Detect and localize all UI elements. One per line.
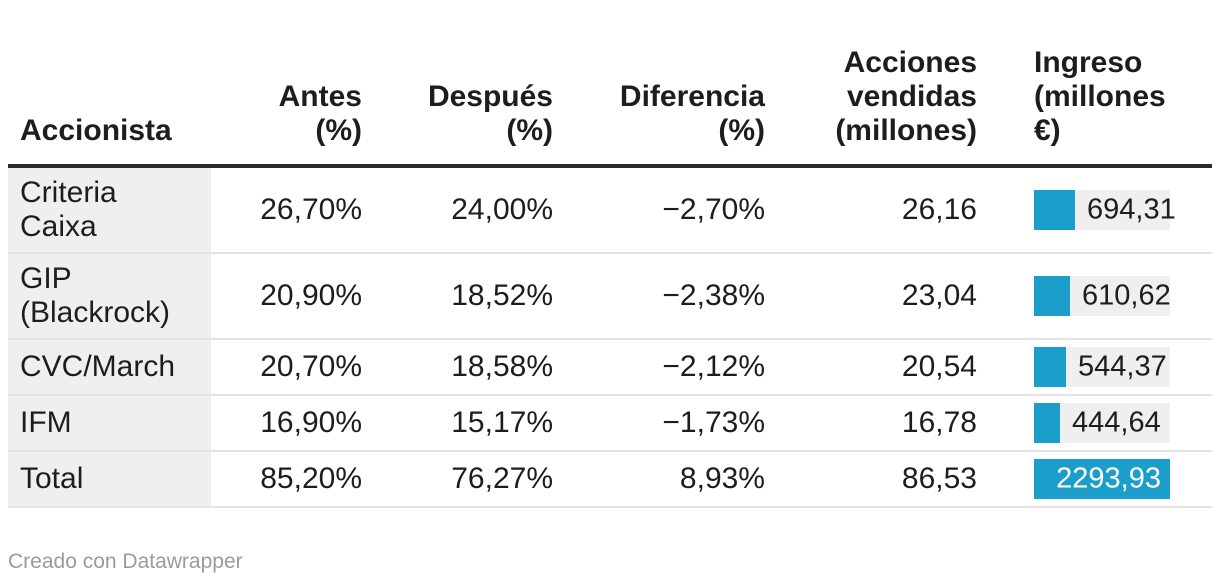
cell-acciones: 26,16 (901, 193, 977, 226)
cell-acciones: 16,78 (901, 406, 977, 439)
cell-diferencia: −2,70% (662, 193, 765, 226)
cell-diferencia: −2,38% (662, 279, 765, 312)
table-row: IFM 16,90% 15,17% −1,73% 16,78 444,64 (8, 396, 1212, 452)
ingreso-bar-label: 694,31 (1087, 193, 1176, 226)
cell-diferencia: 8,93% (679, 462, 765, 495)
cell-acciones: 23,04 (901, 279, 977, 312)
cell-ingreso: 2293,93 (977, 452, 1212, 506)
ingreso-bar (1034, 190, 1076, 230)
ingreso-bar (1034, 276, 1071, 316)
header-despues: Después (%) (427, 80, 553, 147)
table-row: Total 85,20% 76,27% 8,93% 86,53 2293,93 (8, 452, 1212, 508)
attribution-link[interactable]: Creado con Datawrapper (8, 550, 243, 573)
ingreso-bar-track: 694,31 (1034, 190, 1176, 230)
cell-antes: 20,90% (260, 279, 362, 312)
ingreso-bar-track: 2293,93 (1034, 459, 1170, 499)
cell-ingreso: 444,64 (977, 396, 1212, 450)
header-diferencia: Diferencia (%) (619, 80, 765, 147)
ingreso-bar-label: 2293,93 (1056, 462, 1161, 495)
cell-ingreso: 610,62 (977, 254, 1212, 338)
cell-antes: 26,70% (260, 193, 362, 226)
cell-acciones: 86,53 (901, 462, 977, 495)
row-label: GIP (Blackrock) (8, 254, 211, 338)
ingreso-bar-label: 444,64 (1072, 406, 1161, 439)
ingreso-bar-track: 610,62 (1034, 276, 1171, 316)
row-label: Criteria Caixa (8, 168, 211, 252)
ingreso-bar-label: 610,62 (1082, 279, 1171, 312)
ingreso-bar-track: 444,64 (1034, 403, 1170, 443)
cell-diferencia: −1,73% (662, 406, 765, 439)
cell-despues: 76,27% (451, 462, 553, 495)
table-header-row: Accionista Antes (%) Después (%) Diferen… (8, 0, 1212, 168)
cell-despues: 18,58% (451, 350, 553, 383)
header-acciones: Acciones vendidas (millones) (835, 46, 977, 147)
cell-despues: 24,00% (451, 193, 553, 226)
table-row: CVC/March 20,70% 18,58% −2,12% 20,54 544… (8, 340, 1212, 396)
table-row: Criteria Caixa 26,70% 24,00% −2,70% 26,1… (8, 168, 1212, 254)
cell-antes: 16,90% (260, 406, 362, 439)
ingreso-bar-track: 544,37 (1034, 347, 1170, 387)
cell-antes: 85,20% (260, 462, 362, 495)
ingreso-bar (1034, 403, 1061, 443)
header-ingreso: Ingreso (millones €) (1034, 46, 1166, 147)
row-label: CVC/March (8, 340, 211, 394)
header-accionista: Accionista (20, 114, 172, 147)
datawrapper-table: Accionista Antes (%) Después (%) Diferen… (8, 0, 1212, 508)
table-row: GIP (Blackrock) 20,90% 18,52% −2,38% 23,… (8, 254, 1212, 340)
cell-diferencia: −2,12% (662, 350, 765, 383)
ingreso-bar (1034, 459, 1170, 499)
cell-antes: 20,70% (260, 350, 362, 383)
row-label: IFM (8, 396, 211, 450)
cell-ingreso: 544,37 (977, 340, 1212, 394)
ingreso-bar (1034, 347, 1067, 387)
cell-acciones: 20,54 (901, 350, 977, 383)
ingreso-bar-label: 544,37 (1078, 350, 1167, 383)
table-body: Criteria Caixa 26,70% 24,00% −2,70% 26,1… (8, 168, 1212, 508)
header-antes: Antes (%) (278, 80, 362, 147)
cell-despues: 15,17% (451, 406, 553, 439)
cell-despues: 18,52% (451, 279, 553, 312)
cell-ingreso: 694,31 (977, 168, 1212, 252)
row-label: Total (8, 452, 211, 506)
